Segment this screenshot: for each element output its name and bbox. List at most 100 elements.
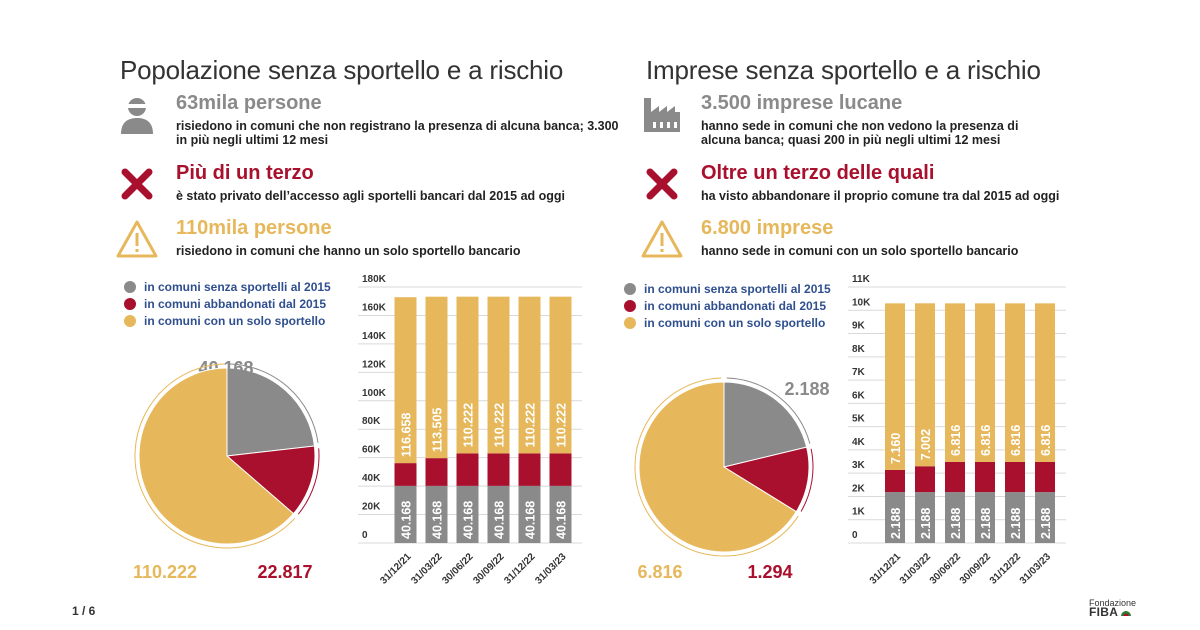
page-indicator: 1 / 6: [72, 604, 96, 618]
pie-slice-abandoned: [225, 445, 316, 515]
stat-description: hanno sede in comuni con un solo sportel…: [701, 244, 1019, 258]
chart-legend: in comuni senza sportelli al 2015 in com…: [624, 280, 831, 331]
bar-value-label: 2.188: [889, 508, 903, 539]
bar-value-label: 113.505: [431, 408, 445, 453]
y-tick-label: 11K: [852, 274, 871, 285]
bar-segment-no-branch: [456, 485, 479, 543]
bar-segment-abandoned: [425, 458, 448, 486]
bar-segment-no-branch: [945, 492, 965, 543]
bar-value-label: 40.168: [462, 501, 476, 539]
legend-item-single-branch: in comuni con un solo sportello: [124, 312, 331, 329]
bar-segment-abandoned: [915, 466, 935, 493]
bar-segment-abandoned: [1035, 461, 1055, 493]
panel-title: Imprese senza sportello e a rischio: [646, 55, 1041, 85]
y-tick-label: 120K: [362, 359, 387, 370]
pie-slice-no-branch: [723, 381, 808, 468]
y-tick-label: 140K: [362, 331, 387, 342]
pie-slice-abandoned: [722, 446, 810, 513]
population-panel: Popolazione senza sportello e a rischio …: [116, 55, 618, 587]
bar-segment-abandoned: [394, 463, 417, 486]
warning-icon: [641, 220, 683, 258]
pie-slice-no-branch: [226, 367, 315, 457]
bar-value-label: 7.160: [889, 433, 903, 464]
bar-segment-no-branch: [885, 492, 905, 543]
bar-value-label: 40.168: [400, 501, 414, 539]
legend-item-abandoned: in comuni abbandonati dal 2015: [124, 295, 331, 312]
y-tick-label: 4K: [852, 437, 866, 448]
y-tick-label: 40K: [362, 473, 381, 484]
y-tick-label: 5K: [852, 414, 866, 425]
x-category-label: 31/12/22: [502, 551, 538, 587]
x-mark-icon: [646, 168, 678, 200]
bar-value-label: 110.222: [493, 403, 507, 448]
pie-value-label: 1.294: [747, 562, 792, 582]
y-tick-label: 1K: [852, 507, 866, 518]
bar-segment-single-branch: [549, 296, 572, 454]
stat-description: risiedono in comuni che non registrano l…: [176, 119, 619, 147]
bar-segment-abandoned: [975, 461, 995, 493]
population-bar-chart: 0 20K 40K 60K 80K 100K 120K 140K 160K 180K 40.168 1…: [358, 274, 582, 587]
bar-value-label: 2.188: [1039, 508, 1053, 539]
x-category-label: 31/03/22: [409, 551, 445, 587]
bar-segment-single-branch: [885, 303, 905, 470]
bar-segment-abandoned: [456, 453, 479, 486]
x-category-label: 31/12/21: [378, 551, 414, 587]
businesses-pie-chart: 2.188 1.294 6.816: [634, 377, 830, 582]
bar-segment-no-branch: [394, 485, 417, 543]
factory-icon: [644, 98, 680, 132]
y-tick-label: 3K: [852, 460, 866, 471]
y-tick-label: 9K: [852, 321, 866, 332]
bar-value-label: 6.816: [1039, 425, 1053, 456]
stat-description: è stato privato dell’accesso agli sporte…: [176, 189, 566, 203]
bar-segment-abandoned: [487, 453, 510, 486]
bar-value-label: 110.222: [524, 403, 538, 448]
y-tick-label: 0: [852, 530, 858, 541]
y-tick-label: 180K: [362, 274, 387, 285]
pie-slice-single-branch: [138, 367, 295, 545]
pie-value-label: 6.816: [637, 562, 682, 582]
bar-segment-single-branch: [456, 296, 479, 454]
x-mark-icon: [121, 168, 153, 200]
bar-value-label: 2.188: [1009, 508, 1023, 539]
bar-value-label: 40.168: [431, 501, 445, 539]
stat-headline: 3.500 imprese lucane: [701, 92, 903, 114]
bar-segment-no-branch: [1005, 492, 1025, 543]
x-category-label: 30/06/22: [440, 551, 476, 587]
bar-segment-single-branch: [945, 303, 965, 462]
fondazione-fiba-logo: Fondazione FIBA: [1089, 598, 1137, 619]
x-category-label: 31/12/21: [868, 551, 904, 587]
bar-segment-no-branch: [518, 485, 541, 543]
bar-segment-single-branch: [487, 296, 510, 454]
stat-headline: Oltre un terzo delle quali: [701, 162, 935, 184]
bar-segment-single-branch: [425, 296, 448, 459]
bar-segment-no-branch: [487, 485, 510, 543]
pie-outline-arc: [800, 448, 814, 512]
x-category-label: 31/03/22: [898, 551, 934, 587]
pie-value-label: 2.188: [784, 379, 829, 399]
businesses-panel: Imprese senza sportello e a rischio 3.50…: [600, 0, 1200, 630]
pie-outline-arc: [634, 377, 799, 557]
stat-headline: 110mila persone: [176, 217, 332, 239]
bar-segment-single-branch: [975, 303, 995, 462]
bar-value-label: 6.816: [1009, 425, 1023, 456]
stat-headline: 63mila persone: [176, 92, 322, 114]
bar-segment-no-branch: [975, 492, 995, 543]
bar-segment-abandoned: [549, 453, 572, 486]
y-tick-label: 160K: [362, 302, 387, 313]
bar-value-label: 7.002: [919, 429, 933, 460]
x-category-label: 31/03/23: [1018, 551, 1054, 587]
bar-segment-abandoned: [945, 461, 965, 493]
bar-value-label: 2.188: [979, 508, 993, 539]
y-tick-label: 100K: [362, 388, 387, 399]
y-tick-label: 7K: [852, 367, 866, 378]
pie-outline-arc: [229, 363, 319, 443]
pie-outline-arc: [134, 363, 296, 549]
y-tick-label: 20K: [362, 502, 381, 513]
bar-segment-abandoned: [518, 453, 541, 486]
pie-outline-arc: [297, 448, 320, 515]
y-tick-label: 80K: [362, 416, 381, 427]
warning-icon: [116, 220, 158, 258]
y-tick-label: 6K: [852, 390, 866, 401]
legend-item-single-branch: in comuni con un solo sportello: [624, 314, 831, 331]
